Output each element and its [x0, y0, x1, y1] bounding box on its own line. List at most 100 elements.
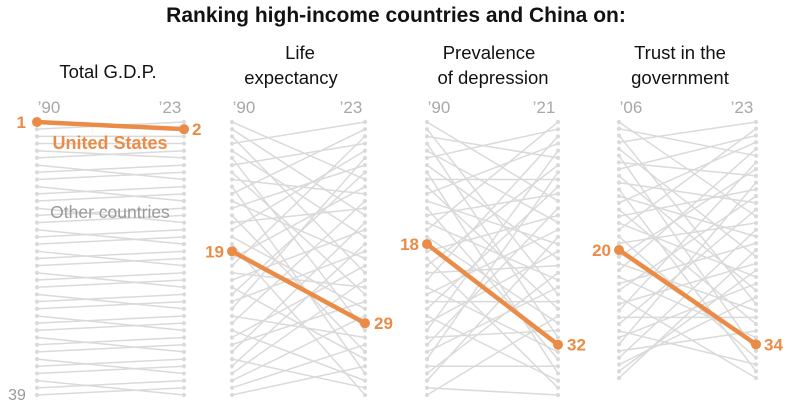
- panel-2-rank-dot-start: [229, 270, 235, 275]
- panel-1-rank-dot-end: [181, 242, 187, 247]
- panel-2-rank-dot-start: [229, 134, 235, 139]
- panel-3-rank-dot-end: [555, 328, 561, 333]
- panel-2-other-country-line: [231, 150, 366, 238]
- panel-2-rank-dot-end: [362, 270, 368, 275]
- panel-2-rank-dot-end: [362, 141, 368, 146]
- panel-1-rank-dot-start: [34, 163, 40, 168]
- panel-1-rank-dot-end: [181, 292, 187, 297]
- panel-4-rank-dot-start: [616, 308, 622, 313]
- panel-1-other-country-line: [36, 272, 185, 288]
- panel-4-rank-dot-start: [616, 214, 622, 219]
- panel-2-rank-dot-end: [362, 277, 368, 283]
- panel-4-rank-dot-start: [616, 140, 622, 145]
- panel-2-other-country-line: [231, 343, 366, 389]
- panel-1-rank-dot-end: [181, 378, 187, 383]
- panel-4-rank-dot-end: [753, 301, 759, 306]
- panel-2-rank-dot-end: [362, 256, 368, 261]
- panel-3-rank-dot-end: [555, 306, 561, 311]
- panel-1-rank-dot-end: [181, 191, 187, 196]
- panel-1-other-country-line: [36, 343, 185, 353]
- panel-1-us-end-rank: 2: [192, 120, 201, 139]
- panel-2-start-year: ’90: [233, 98, 256, 117]
- panel-4-other-country-line: [618, 330, 757, 352]
- panel-1-rank-dot-start: [34, 292, 40, 297]
- panel-4-rank-dot-start: [616, 234, 622, 239]
- panel-3-rank-dot-end: [555, 263, 561, 268]
- panel-1-rank-dot-end: [181, 392, 187, 398]
- panel-2-rank-dot-start: [229, 141, 235, 146]
- panel-1-other-country-line: [36, 250, 185, 260]
- panel-3-rank-dot-start: [424, 249, 430, 254]
- panel-3-rank-dot-start: [424, 256, 430, 261]
- panel-3-rank-dot-end: [555, 270, 561, 275]
- panel-2-rank-dot-end: [362, 285, 368, 290]
- panel-2-rank-dot-start: [229, 263, 235, 268]
- panel-3-rank-dot-start: [424, 356, 430, 362]
- panel-1-rank-dot-start: [34, 306, 40, 311]
- panel-3-other-country-line: [426, 286, 559, 353]
- panel-1-rank-dot-start: [34, 299, 40, 304]
- panel-4-rank-dot-end: [753, 375, 759, 381]
- panel-3-us-start-rank: 18: [400, 235, 419, 254]
- panel-1-rank-dot-end: [181, 213, 187, 218]
- panel-1-end-year: ’23: [159, 98, 182, 117]
- panel-2-rank-dot-end: [362, 242, 368, 247]
- panel-3-rank-dot-end: [555, 234, 561, 240]
- panel-3-rank-dot-end: [555, 378, 561, 383]
- panel-2-other-country-line: [231, 157, 366, 331]
- panel-3-rank-dot-end: [555, 191, 561, 196]
- panel-1-rank-dot-end: [181, 385, 187, 390]
- panel-4-rank-dot-end: [753, 295, 759, 300]
- panel-2-rank-dot-start: [229, 328, 235, 333]
- panel-1-rank-dot-end: [181, 256, 187, 261]
- panel-4-us-end-dot: [751, 339, 761, 350]
- panel-4-rank-dot-end: [753, 281, 759, 286]
- panel-3-rank-dot-end: [555, 256, 561, 261]
- panel-1-rank-dot-start: [34, 206, 40, 211]
- panel-4-rank-dot-start: [616, 167, 622, 172]
- panel-2-other-country-line: [231, 358, 366, 389]
- panel-4-other-country-line: [618, 188, 757, 218]
- panel-2-other-country-line: [231, 157, 366, 310]
- panel-1-rank-dot-start: [34, 342, 40, 347]
- panel-3-rank-dot-end: [555, 155, 561, 161]
- panel-4-rank-dot-start: [616, 180, 622, 185]
- panel-3-rank-dot-end: [555, 371, 561, 376]
- panel-2-rank-dot-start: [229, 206, 235, 211]
- panel-4-other-country-line: [618, 282, 757, 339]
- panel-3-other-country-line: [426, 186, 559, 310]
- panel-4-rank-dot-end: [753, 194, 759, 199]
- panel-3-us-end-rank: 32: [567, 336, 586, 355]
- panel-4-rank-dot-start: [616, 241, 622, 246]
- panel-1-rank-dot-end: [181, 356, 187, 362]
- panel-3-rank-dot-end: [555, 134, 561, 139]
- panel-4-rank-dot-start: [616, 369, 622, 374]
- panel-1-other-country-line: [36, 279, 185, 288]
- panel-2-rank-dot-start: [229, 191, 235, 196]
- panel-4-other-country-line: [618, 181, 757, 204]
- panel-1-start-year: ’90: [38, 98, 61, 117]
- panel-2-rank-dot-start: [229, 356, 235, 362]
- panel-2-rank-dot-end: [362, 385, 368, 390]
- panel-3-rank-dot-start: [424, 134, 430, 139]
- chart-title: Ranking high-income countries and China …: [166, 4, 626, 27]
- panel-4-other-country-line: [618, 188, 757, 372]
- panel-4-rank-dot-end: [753, 355, 759, 360]
- panel-4-rank-dot-end: [753, 241, 759, 246]
- panel-3-other-country-line: [426, 387, 559, 396]
- panel-2-rank-dot-start: [229, 342, 235, 347]
- panel-4-other-country-line: [618, 182, 757, 345]
- panel-4-rank-dot-end: [753, 200, 759, 205]
- panel-4-rank-dot-end: [753, 348, 759, 354]
- panel-3-other-country-line: [426, 315, 559, 382]
- panel-2-us-start-dot: [227, 246, 237, 257]
- panel-3-rank-dot-start: [424, 119, 430, 125]
- panel-2-rank-dot-start: [229, 313, 235, 319]
- panel-4-start-year: ’06: [620, 98, 643, 117]
- panel-2-other-country-line: [231, 236, 366, 310]
- panel-1-rank-dot-end: [181, 277, 187, 283]
- panel-1-rank-dot-end: [181, 163, 187, 168]
- panel-3-rank-dot-end: [555, 249, 561, 254]
- panel-1-other-country-line: [36, 358, 185, 368]
- panel-1-rank-dot-start: [34, 356, 40, 362]
